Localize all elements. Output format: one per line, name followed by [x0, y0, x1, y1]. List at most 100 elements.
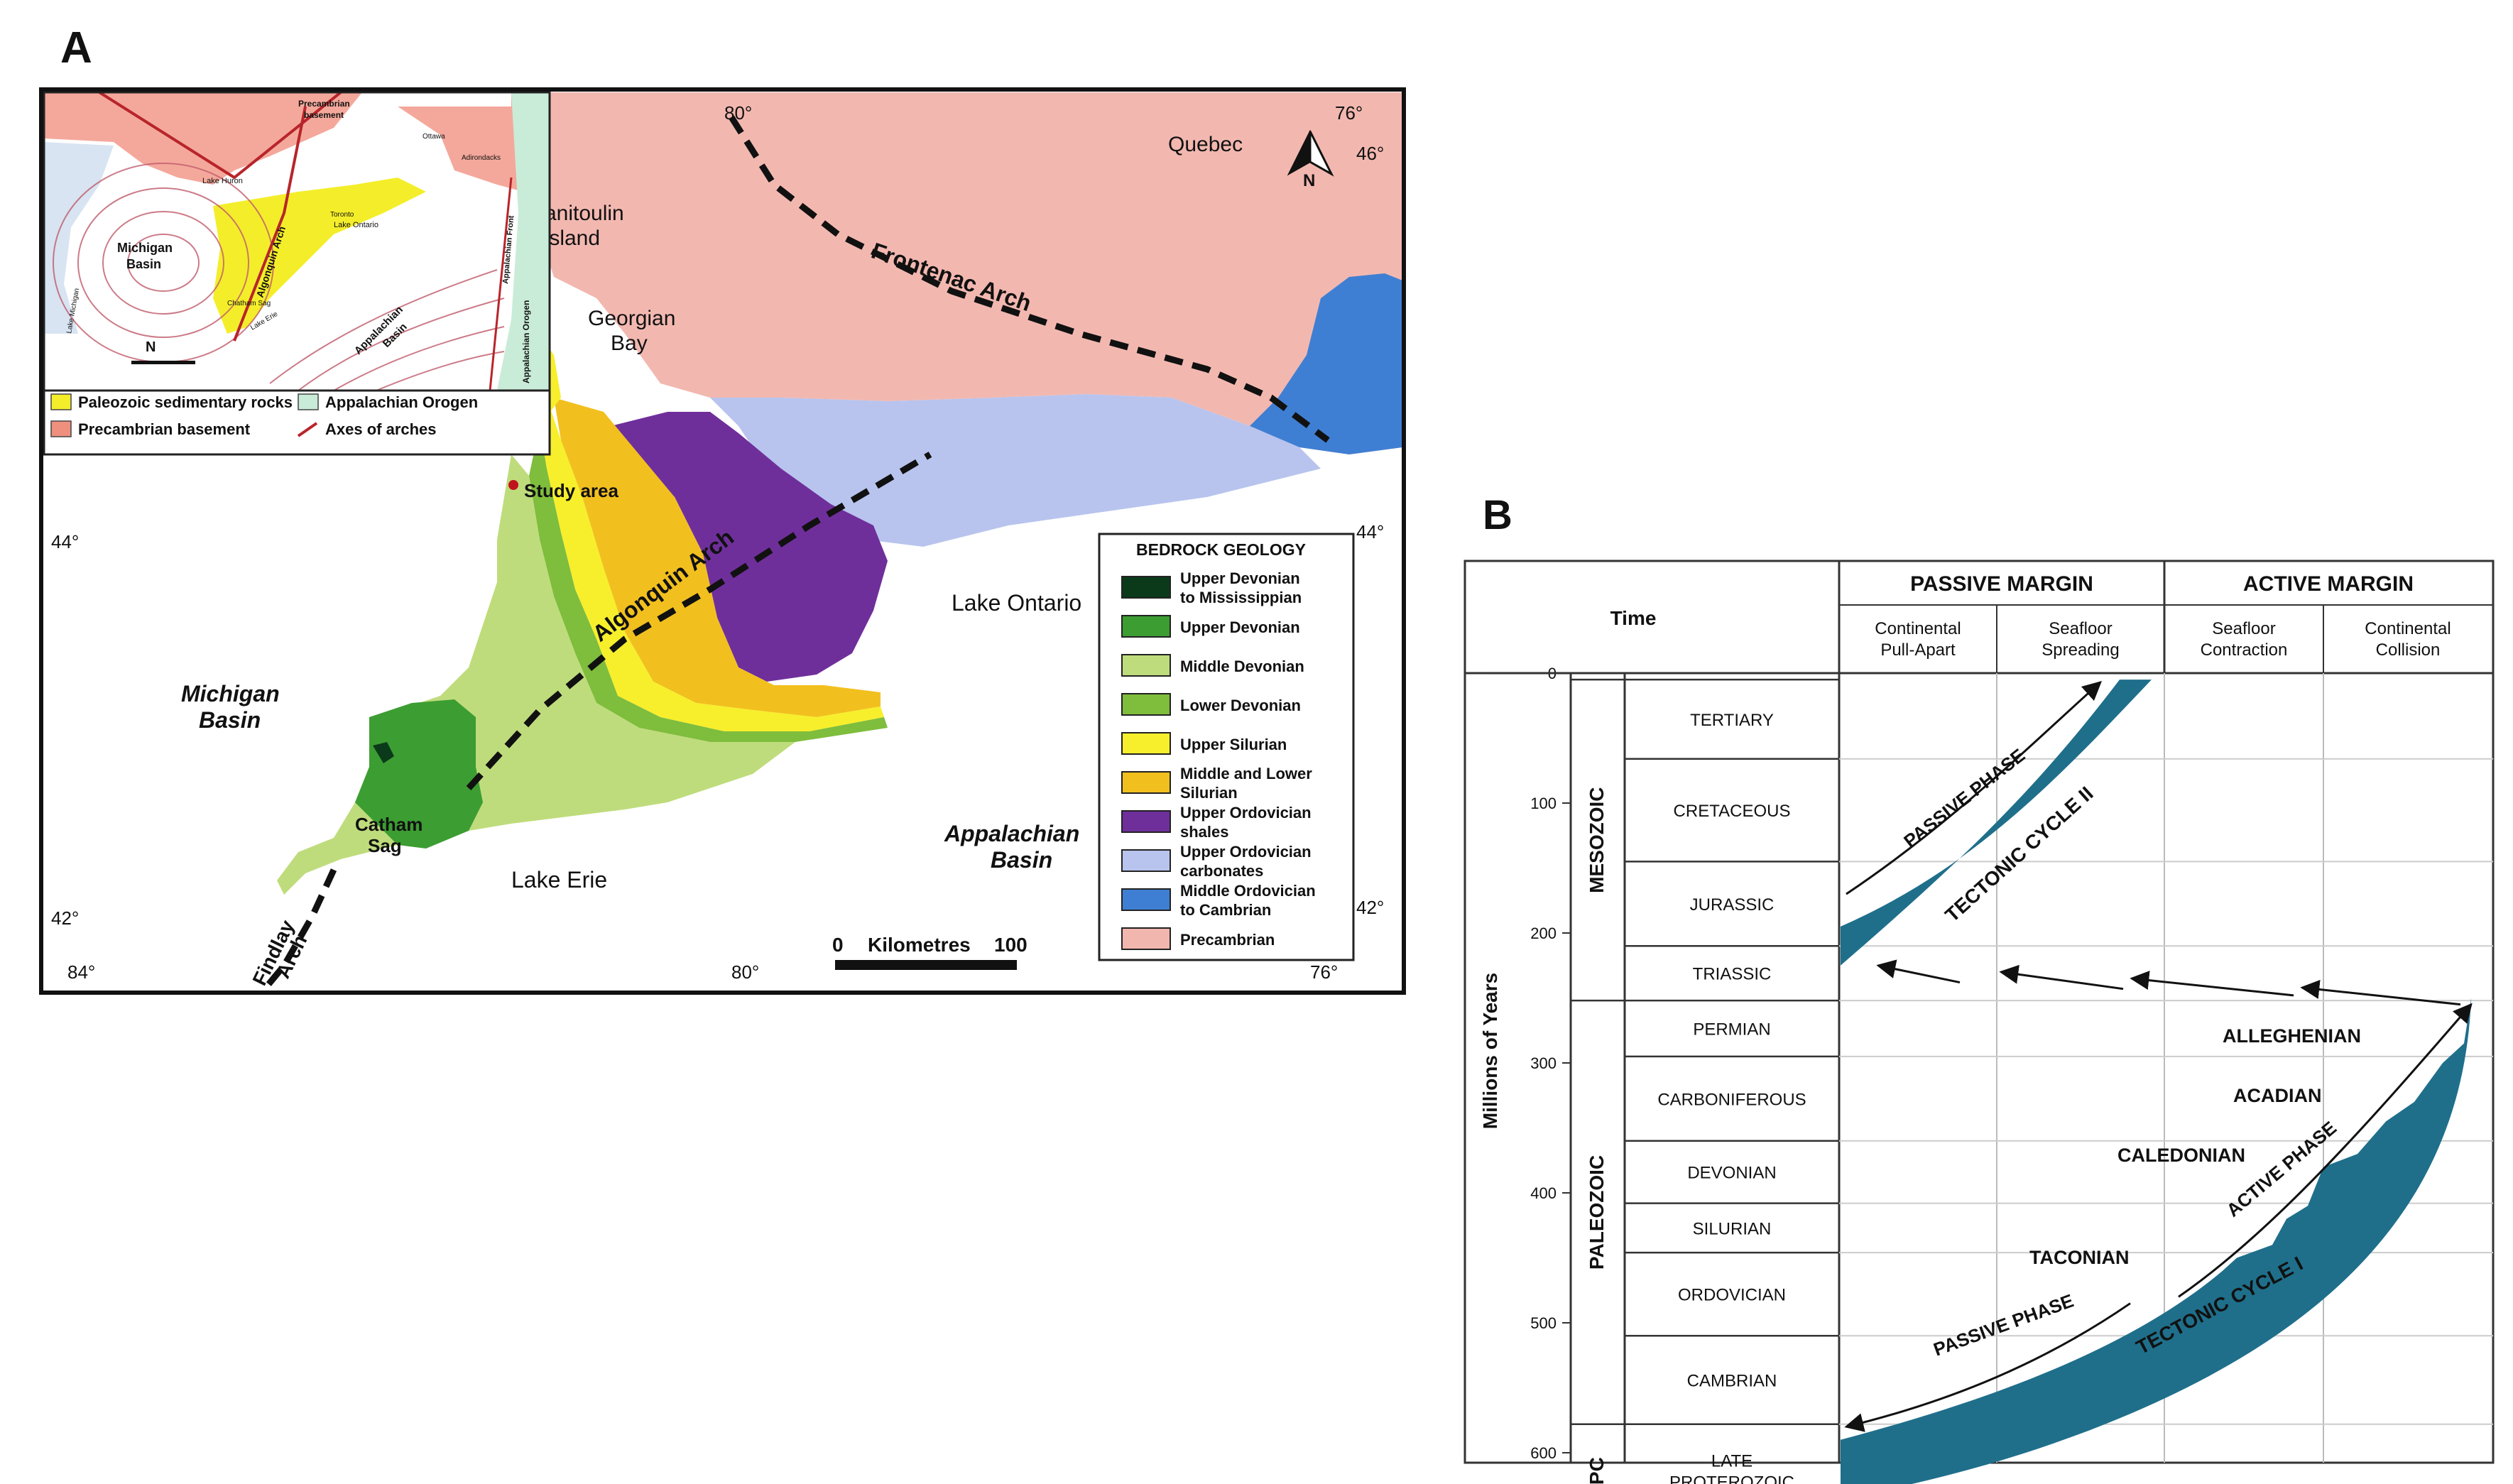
- axis-label: Millions of Years: [1479, 973, 1501, 1129]
- legend-label: to Cambrian: [1180, 901, 1271, 919]
- coord-left-42: 42°: [51, 907, 79, 929]
- ordovician-shales-area: [611, 412, 888, 682]
- axis-tick-label: 600: [1530, 1444, 1557, 1462]
- legend-label: carbonates: [1180, 862, 1263, 880]
- coord-bottom-76: 76°: [1310, 961, 1338, 983]
- inset-lake-huron: Lake Huron: [202, 177, 243, 185]
- inset-legend-item: Paleozoic sedimentary rocks: [50, 393, 293, 411]
- inset-basin: Basin: [126, 257, 161, 271]
- axis-tick-label: 300: [1530, 1054, 1557, 1072]
- scale-label: Kilometres: [868, 934, 971, 956]
- coord-bottom-84: 84°: [67, 961, 95, 983]
- coord-top-76: 76°: [1335, 102, 1363, 124]
- label-quebec: Quebec: [1168, 133, 1243, 156]
- timescale-chart: Time PASSIVE MARGIN ACTIVE MARGIN Contin…: [1463, 560, 2495, 1484]
- panel-b-letter: B: [1483, 492, 1512, 538]
- inset-michigan: Michigan: [117, 241, 173, 255]
- inset-legend-swatch: [50, 420, 72, 437]
- panel-a-letter: A: [60, 23, 92, 72]
- label-sag: Sag: [368, 835, 402, 856]
- axis-tick-label: 500: [1530, 1314, 1557, 1332]
- north-label: N: [1303, 171, 1315, 190]
- coord-bottom-80: 80°: [731, 961, 759, 983]
- inset-chatham-sag: Chatham Sag: [227, 300, 271, 307]
- inset-ottawa: Ottawa: [423, 133, 445, 141]
- period-label: SILURIAN: [1693, 1219, 1772, 1238]
- legend-swatch: [1121, 732, 1171, 755]
- axis-tick-label: 200: [1530, 924, 1557, 942]
- inset-legend-swatch: [298, 393, 319, 410]
- legend-item: Lower Devonian: [1121, 693, 1301, 716]
- legend-swatch: [1121, 927, 1171, 950]
- inset-adirondacks: Adirondacks: [462, 154, 501, 162]
- inset-legend-item: Axes of arches: [297, 420, 437, 438]
- inset-map: Precambrian basement Lake Huron Michigan…: [44, 92, 550, 391]
- period-label: LATE: [1711, 1452, 1752, 1471]
- dashed-arrow-segment: [2130, 971, 2294, 997]
- silurian-upper-area: [540, 398, 884, 731]
- dashed-arrow-segment: [1876, 959, 1961, 984]
- inset-legend-label: Axes of arches: [325, 420, 437, 438]
- label-study-area: Study area: [524, 480, 618, 501]
- sub-header: Spreading: [2042, 640, 2119, 660]
- main-map: Quebec Manitoulin Island Georgian Bay Fr…: [43, 91, 1402, 991]
- inset-legend-label: Appalachian Orogen: [325, 393, 478, 411]
- devonian-upper-area: [355, 699, 483, 849]
- ann-caledonian: CALEDONIAN: [2117, 1145, 2245, 1166]
- era-label: PC: [1586, 1457, 1608, 1484]
- label-georgian: Georgian: [588, 307, 675, 330]
- period-label: ORDOVICIAN: [1678, 1286, 1786, 1305]
- header-active-margin: ACTIVE MARGIN: [2243, 572, 2414, 596]
- inset-north-label: N: [146, 339, 156, 355]
- legend-label: Middle Devonian: [1180, 658, 1304, 675]
- inset-app-orogen: Appalachian Orogen: [521, 300, 531, 383]
- main-map-frame: [39, 87, 1406, 995]
- legend-item: Middle and Lower Silurian: [1121, 765, 1312, 802]
- label-michigan-basin: Basin: [199, 707, 261, 733]
- passive-phase-lower-arrow: [1844, 1302, 2131, 1432]
- ordovician-cambrian-area: [1250, 273, 1402, 454]
- inset-legend-label: Precambrian basement: [78, 420, 251, 438]
- study-area-marker: [508, 480, 518, 490]
- inset-precambrian: Precambrian: [298, 99, 350, 109]
- legend-label: Upper Ordovician: [1180, 804, 1312, 822]
- label-michigan: Michigan: [181, 681, 280, 706]
- legend-label: Precambrian: [1180, 931, 1275, 949]
- passive-phase-upper-arrow: [1846, 681, 2103, 895]
- legend-swatch: [1121, 693, 1171, 716]
- ordovician-carbonates-area: [710, 394, 1321, 547]
- legend-label: Middle and Lower: [1180, 765, 1312, 782]
- period-label: CAMBRIAN: [1687, 1372, 1777, 1391]
- inset-toronto: Toronto: [330, 211, 354, 219]
- inset-legend-swatch: [297, 422, 318, 437]
- period-label: TRIASSIC: [1693, 965, 1772, 984]
- inset-legend-item: Precambrian basement: [50, 420, 251, 438]
- legend-label: Upper Devonian: [1180, 618, 1300, 636]
- coord-right-46: 46°: [1356, 143, 1384, 164]
- legend-swatch: [1121, 888, 1171, 911]
- legend-item: Upper Devonian to Mississippian: [1121, 569, 1302, 606]
- sub-header: Continental: [1875, 619, 1961, 638]
- legend-swatch: [1121, 654, 1171, 677]
- period-label: DEVONIAN: [1687, 1164, 1776, 1183]
- legend-swatch: [1121, 771, 1171, 794]
- legend-swatch: [1121, 810, 1171, 833]
- legend-label: to Mississippian: [1180, 589, 1302, 606]
- inset-basement: basement: [304, 110, 344, 120]
- tectonic-cycle-2-band: [1841, 680, 2152, 966]
- coord-left-44: 44°: [51, 531, 79, 552]
- coord-right-42: 42°: [1356, 897, 1384, 918]
- findlay-arch-line: [260, 868, 337, 991]
- transition-dashed-arrows: [1876, 959, 2461, 1006]
- coord-right-44: 44°: [1356, 521, 1384, 542]
- algonquin-arch-line: [466, 452, 932, 791]
- label-appalachian: Appalachian: [944, 821, 1079, 846]
- legend-swatch: [1121, 849, 1171, 872]
- frontenac-arch-line: [729, 115, 1330, 443]
- north-arrow-icon: N: [1287, 129, 1334, 190]
- label-lake-ontario: Lake Ontario: [952, 590, 1081, 616]
- inset-legend-item: Appalachian Orogen: [298, 393, 478, 411]
